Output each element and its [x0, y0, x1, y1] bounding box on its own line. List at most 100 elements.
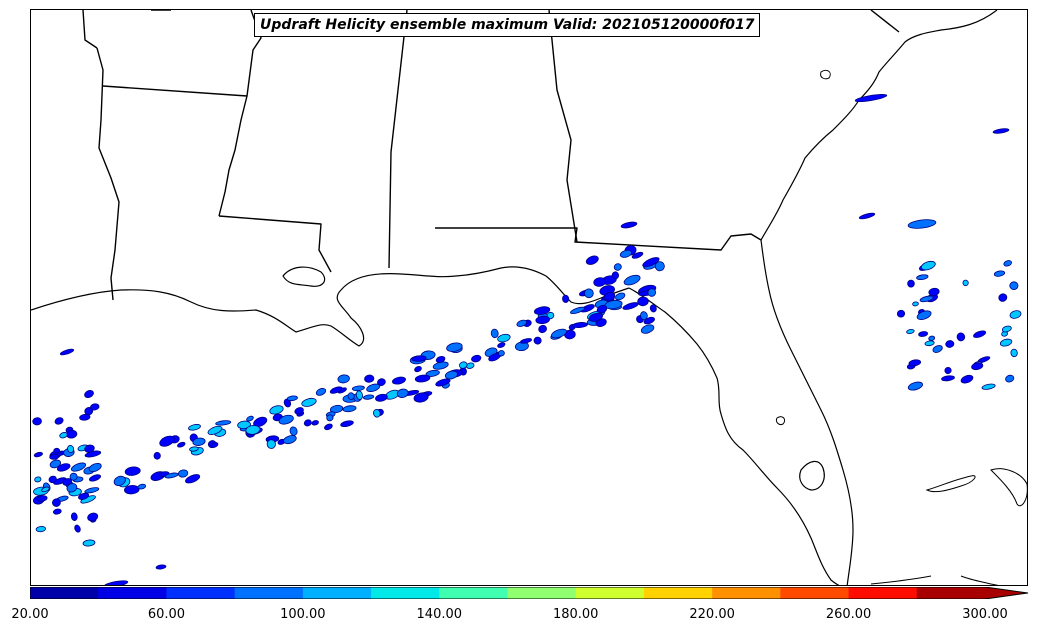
- helicity-contour: [647, 288, 657, 297]
- helicity-contour: [471, 354, 482, 363]
- helicity-contour: [631, 251, 644, 259]
- helicity-contour: [944, 366, 952, 375]
- helicity-contour: [342, 405, 357, 413]
- helicity-contour: [289, 426, 298, 436]
- helicity-contour: [642, 257, 660, 268]
- atlantic-coast: [760, 10, 998, 241]
- helicity-contour: [896, 309, 906, 318]
- helicity-contour: [854, 93, 888, 103]
- helicity-contour: [69, 472, 78, 481]
- helicity-contour: [623, 274, 641, 286]
- louisiana-mississippi-border: [218, 215, 332, 273]
- map-canvas[interactable]: [31, 10, 1028, 586]
- helicity-contour: [941, 375, 955, 382]
- colorbar-tick-label: 140.00: [416, 607, 463, 622]
- colorbar-segment: [234, 587, 304, 599]
- helicity-contour: [74, 524, 81, 533]
- helicity-contour: [329, 404, 344, 414]
- helicity-contour: [88, 474, 102, 482]
- helicity-contour: [89, 403, 100, 411]
- florida-keys: [870, 575, 932, 585]
- helicity-contour: [1009, 281, 1019, 291]
- helicity-contour: [41, 486, 50, 493]
- map-frame[interactable]: [30, 9, 1028, 586]
- helicity-contour: [329, 386, 343, 394]
- helicity-contour: [59, 432, 68, 439]
- florida-bay-island: [776, 416, 786, 425]
- helicity-contour: [278, 414, 294, 425]
- alabama-florida-border: [435, 227, 762, 251]
- helicity-contour: [301, 397, 317, 407]
- helicity-contour: [960, 374, 974, 384]
- helicity-contour: [619, 249, 632, 258]
- helicity-contour: [858, 212, 876, 220]
- helicity-contour: [192, 437, 206, 446]
- helicity-contour: [1005, 374, 1015, 383]
- cuba-fragment: [960, 575, 999, 585]
- colorbar-tick-label: 20.00: [11, 607, 49, 622]
- helicity-contour: [266, 439, 276, 449]
- colorbar-tick-label: 60.00: [147, 607, 186, 622]
- colorbar-segment: [575, 587, 645, 599]
- helicity-contour: [620, 221, 638, 229]
- helicity-contour: [435, 355, 446, 364]
- helicity-contour: [340, 420, 354, 428]
- helicity-contour: [84, 390, 94, 398]
- colorbar-segment: [371, 587, 440, 599]
- colorbar-tick-label: 220.00: [689, 607, 735, 622]
- helicity-contour: [1001, 325, 1012, 333]
- helicity-contour: [654, 261, 665, 272]
- helicity-contour: [347, 392, 355, 400]
- lake-okeechobee: [799, 460, 825, 491]
- helicity-contour: [153, 452, 161, 460]
- helicity-contour: [497, 333, 511, 343]
- helicity-contour: [32, 417, 42, 426]
- colorbar-tick-label: 260.00: [825, 607, 872, 622]
- helicity-contour: [425, 369, 440, 377]
- arkansas-louisiana-border: [102, 85, 248, 97]
- helicity-contour: [245, 425, 261, 435]
- helicity-contour: [932, 345, 943, 353]
- mississippi-river-border: [218, 10, 262, 217]
- helicity-contour: [570, 306, 585, 315]
- helicity-contour: [324, 423, 333, 431]
- helicity-contour: [414, 374, 431, 383]
- helicity-contour: [916, 274, 929, 281]
- colorbar-segment: [643, 587, 713, 599]
- helicity-contour: [993, 270, 1006, 277]
- helicity-contour: [70, 512, 78, 521]
- helicity-contour: [373, 409, 381, 418]
- colorbar: [30, 587, 1029, 599]
- helicity-contour: [351, 385, 365, 392]
- helicity-contour: [908, 359, 922, 367]
- helicity-contour: [615, 292, 626, 301]
- helicity-contour: [67, 445, 75, 453]
- helicity-contour: [311, 420, 319, 426]
- helicity-contour: [520, 338, 532, 344]
- alabama-georgia-border: [548, 10, 578, 243]
- helicity-contour: [649, 304, 657, 313]
- helicity-contour: [177, 441, 186, 448]
- helicity-contour: [124, 466, 141, 476]
- helicity-contour: [66, 483, 78, 493]
- colorbar-extend-arrow: [985, 587, 1028, 599]
- helicity-contour: [269, 405, 284, 415]
- helicity-contour: [253, 416, 268, 428]
- helicity-contour: [596, 304, 608, 314]
- colorbar-segment: [439, 587, 508, 599]
- helicity-contour: [59, 348, 75, 356]
- helicity-contour: [49, 453, 60, 460]
- helicity-contour: [84, 487, 100, 494]
- colorbar-segment: [30, 587, 99, 599]
- lake-pontchartrain: [282, 266, 326, 287]
- helicity-contour: [907, 279, 915, 288]
- helicity-contour: [1003, 260, 1012, 267]
- helicity-contour: [366, 383, 381, 392]
- helicity-contour: [533, 306, 551, 315]
- helicity-contour: [584, 288, 594, 299]
- colorbar-tick-label: 300.00: [962, 607, 1008, 622]
- helicity-contour: [459, 361, 468, 369]
- helicity-contour: [84, 444, 95, 453]
- oklahoma-border: [82, 10, 98, 49]
- helicity-contour: [551, 328, 567, 339]
